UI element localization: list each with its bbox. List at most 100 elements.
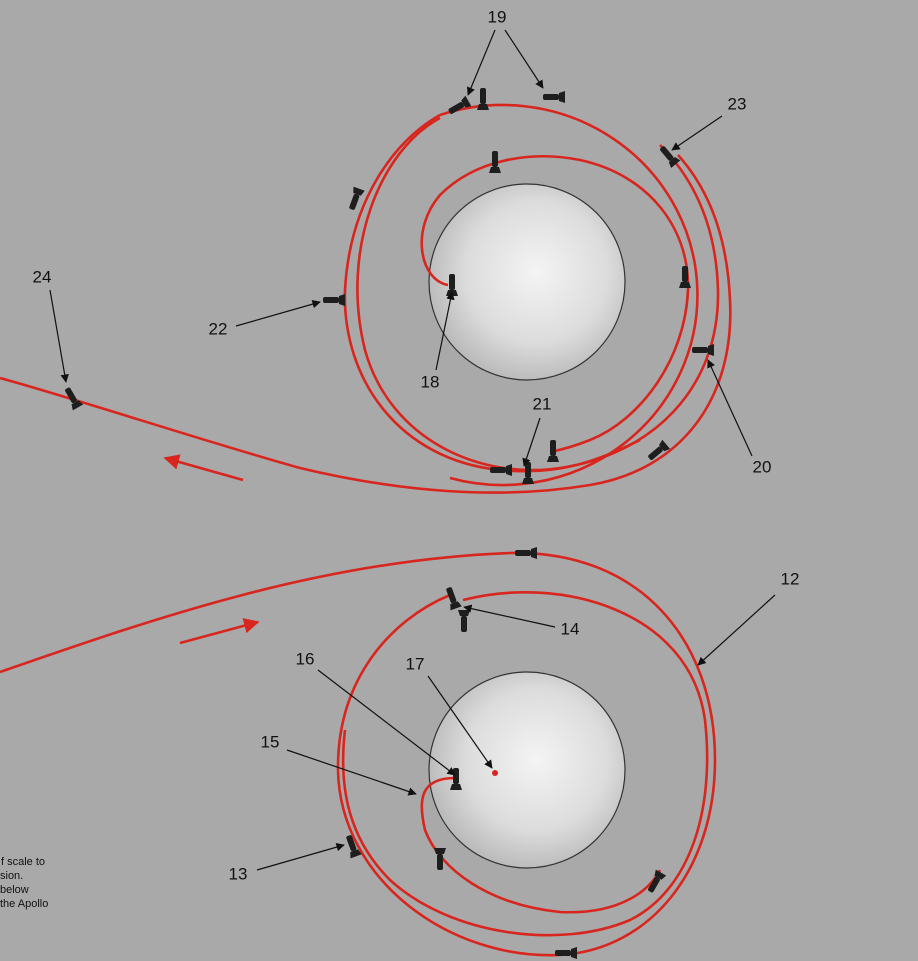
spacecraft [448,95,472,114]
moon [428,671,626,869]
spacecraft-body [461,616,467,632]
spacecraft-body [446,587,457,604]
direction-arrow [163,454,244,482]
spacecraft [648,869,667,893]
callout-pointer [522,417,541,467]
spacecraft-body [660,146,674,161]
callout-label: 17 [406,654,425,673]
trajectory [0,551,717,957]
spacecraft-nozzle [461,95,472,108]
spacecraft-body [492,151,498,167]
callout-pointer [49,289,69,383]
orbit [420,155,690,454]
spacecraft-nozzle [679,282,691,288]
spacecraft-nozzle [522,478,534,484]
callout-label: 16 [296,649,315,668]
spacecraft-body [682,266,688,282]
spacecraft-nozzle [458,610,470,616]
caption-line: sion. [0,870,23,882]
spacecraft-nozzle [477,104,489,110]
spacecraft-body [453,768,459,784]
spacecraft-body [648,877,660,893]
spacecraft-body [555,950,571,956]
spacecraft-body [692,347,708,353]
spacecraft [555,947,577,959]
callout-pointer [707,359,753,457]
orbit [343,113,641,473]
spacecraft-body [515,550,531,556]
spacecraft-body [323,297,339,303]
pointers [49,29,776,871]
spacecraft-nozzle [353,186,365,196]
caption-line: f scale to [1,856,45,868]
spacecraft-nozzle [339,294,345,306]
spacecraft [515,547,537,559]
callout-pointer [697,594,776,666]
spacecraft-body [349,193,360,210]
spacecraft-body [346,835,357,852]
callout-label: 19 [488,7,507,26]
spacecraft [446,587,462,611]
spacecraft-body [490,467,506,473]
spacecraft-body [437,854,443,870]
callout-pointer [671,115,723,151]
orbit [420,776,662,914]
callout-pointer [235,300,321,327]
spacecraft [660,146,681,169]
spacecraft-nozzle [450,784,462,790]
callout-label: 20 [753,457,772,476]
spacecraft [477,88,489,110]
spacecraft-nozzle [654,869,667,880]
spacecraft [346,835,362,859]
spacecraft-nozzle [434,848,446,854]
spacecraft [434,848,446,870]
caption-line: the Apollo [0,898,48,910]
orbit [439,103,699,487]
spacecraft-nozzle [708,344,714,356]
spacecraft-body [480,88,486,104]
spacecraft [543,91,565,103]
spacecraft-body [543,94,559,100]
spacecraft [490,464,512,476]
spacecraft [648,439,671,460]
spacecraft-nozzle [659,439,671,452]
trajectory [0,154,732,494]
spacecraft-body [648,446,663,460]
callout-label: 15 [261,732,280,751]
spacecraft [349,186,365,210]
spacecraft-nozzle [71,400,84,411]
spacecraft-nozzle [668,157,681,169]
orbit [341,591,709,937]
spacecraft-body [449,274,455,290]
spacecraft-body [525,462,531,478]
moon [428,183,626,381]
spacecraft-nozzle [571,947,577,959]
callout-label: 22 [209,319,228,338]
spacecraft-nozzle [506,464,512,476]
spacecraft [323,294,345,306]
spacecraft [489,151,501,173]
landing-site [492,770,498,776]
direction-arrow [179,618,260,645]
spacecraft-body [550,440,556,456]
spacecraft-nozzle [559,91,565,103]
spacecraft [65,387,84,411]
caption-line: below [0,884,29,896]
callout-pointer [463,604,556,628]
spacecraft-nozzle [350,849,362,859]
spacecraft-nozzle [450,601,462,611]
callout-label: 18 [421,372,440,391]
spacecraft [692,344,714,356]
callout-pointer [504,29,544,89]
spacecraft-body [448,102,464,114]
spacecraft-nozzle [547,456,559,462]
spacecraft [679,266,691,288]
callout-label: 23 [728,94,747,113]
callout-pointer [427,675,493,769]
spacecraft-nozzle [531,547,537,559]
callout-pointer [317,669,456,776]
callout-label: 13 [229,864,248,883]
spacecraft [547,440,559,462]
